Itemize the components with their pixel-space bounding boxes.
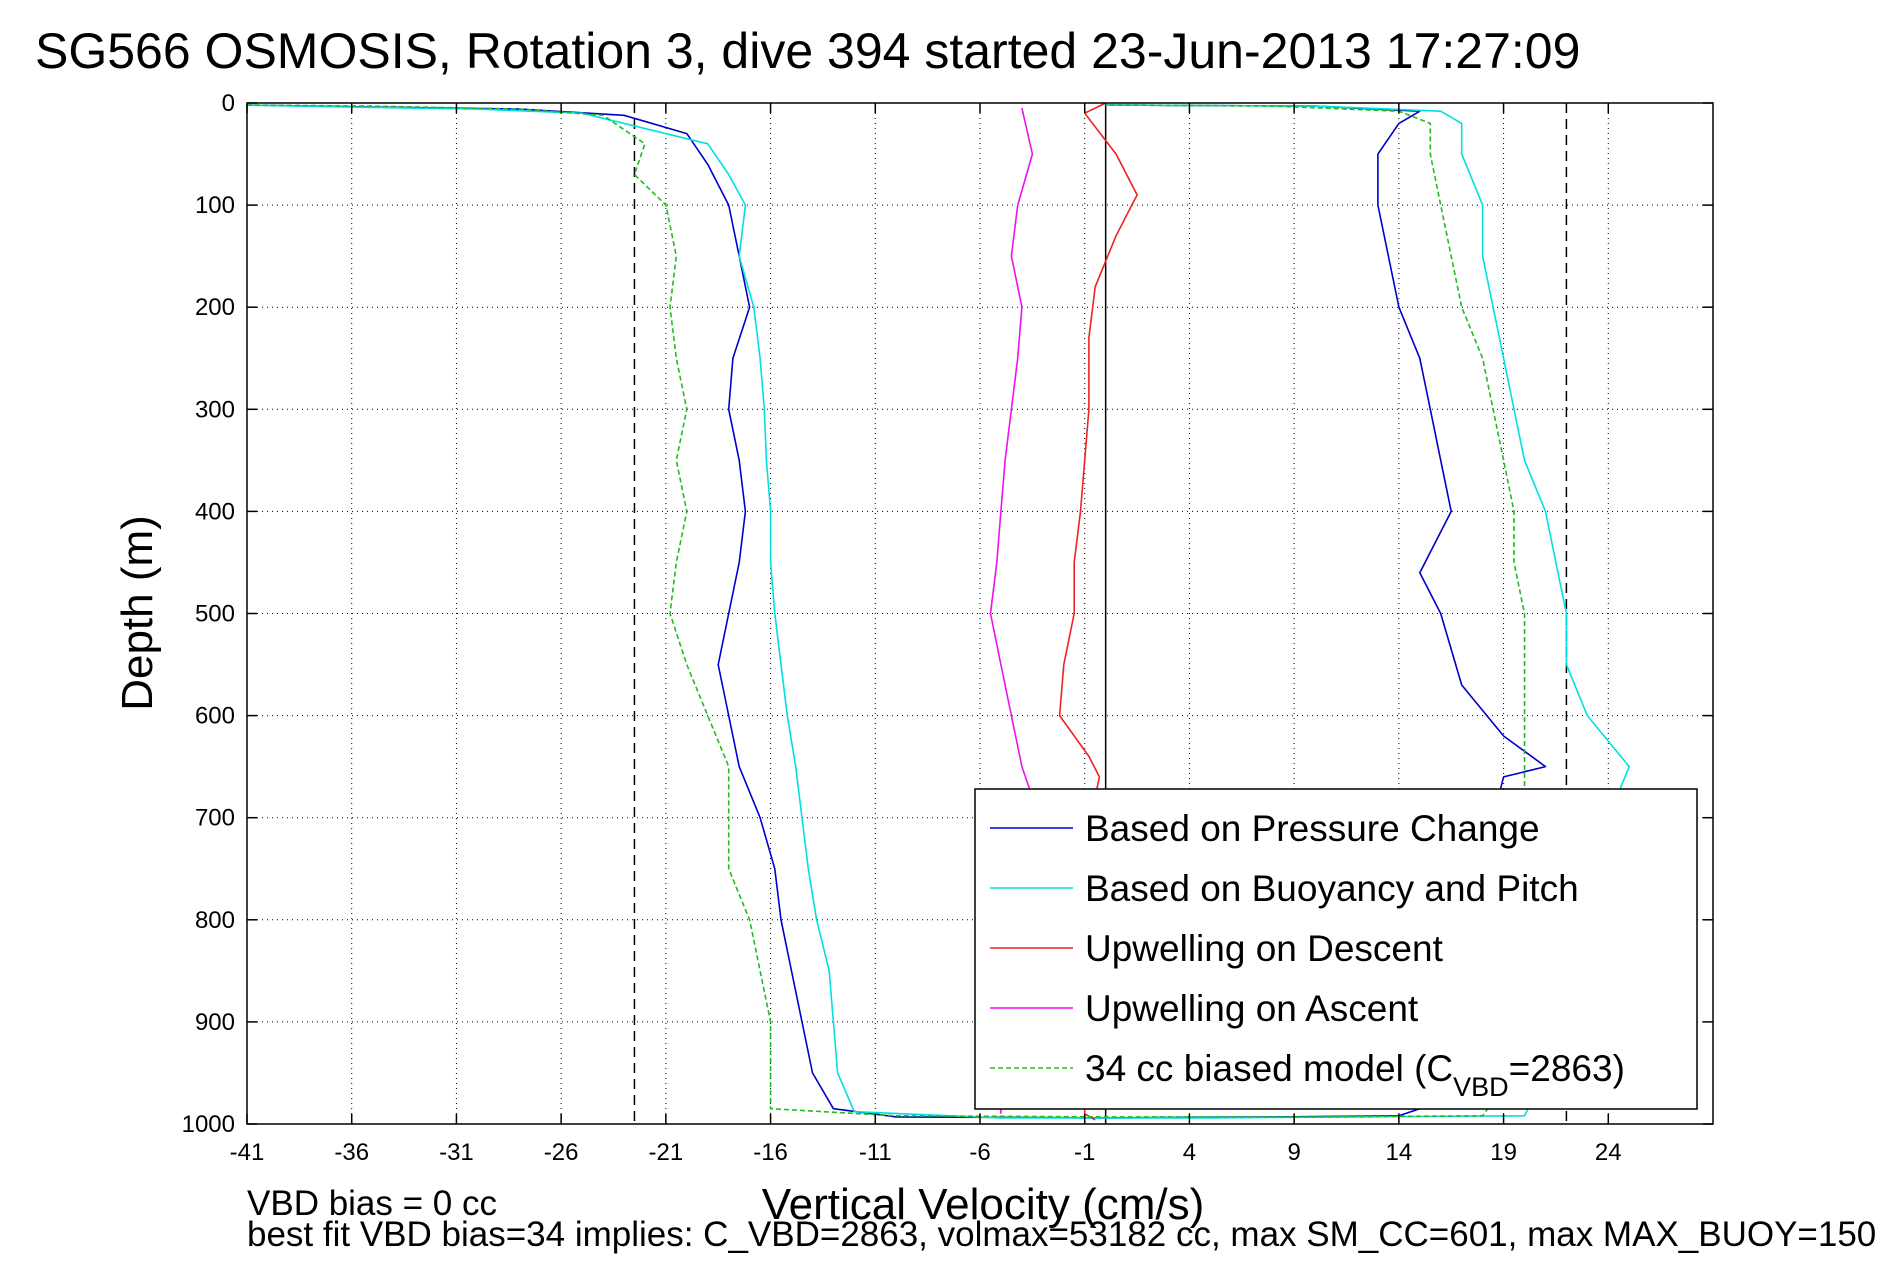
x-tick-label: -11 <box>859 1139 892 1166</box>
x-axis-label: Vertical Velocity (cm/s) <box>762 1180 1205 1229</box>
chart-title: SG566 OSMOSIS, Rotation 3, dive 394 star… <box>35 23 1580 79</box>
y-tick-label: 500 <box>195 601 235 628</box>
legend-label: Based on Pressure Change <box>1085 808 1540 849</box>
x-tick-label: -26 <box>544 1139 579 1166</box>
y-tick-label: 1000 <box>182 1111 235 1138</box>
x-tick-label: -41 <box>230 1139 265 1166</box>
footer-line-2: best fit VBD bias=34 implies: C_VBD=2863… <box>247 1215 1876 1254</box>
x-tick-label: 4 <box>1183 1139 1196 1166</box>
series-line-2 <box>247 104 1630 1119</box>
x-tick-label: -1 <box>1074 1139 1095 1166</box>
legend-label: Based on Buoyancy and Pitch <box>1085 868 1579 909</box>
y-tick-label: 0 <box>222 90 235 117</box>
x-tick-label: 14 <box>1386 1139 1413 1166</box>
y-tick-label: 300 <box>195 396 235 423</box>
y-axis-label: Depth (m) <box>113 515 162 711</box>
x-tick-label: -6 <box>969 1139 990 1166</box>
series-line-1 <box>247 104 1547 1119</box>
x-tick-label: 9 <box>1287 1139 1300 1166</box>
y-tick-label: 700 <box>195 805 235 832</box>
series-line-4 <box>989 107 1034 1114</box>
x-tick-label: -21 <box>649 1139 684 1166</box>
y-tick-label: 800 <box>195 907 235 934</box>
x-tick-label: -16 <box>753 1139 788 1166</box>
series-line-3 <box>1058 103 1138 1121</box>
y-tick-label: 200 <box>195 294 235 321</box>
footer-line-1: VBD bias = 0 cc <box>247 1184 497 1223</box>
legend-label: Upwelling on Ascent <box>1085 988 1419 1029</box>
legend-label: Upwelling on Descent <box>1085 928 1444 969</box>
x-tick-label: 19 <box>1490 1139 1517 1166</box>
y-tick-label: 100 <box>195 192 235 219</box>
legend: Based on Pressure Change Based on Buoyanc… <box>974 788 1698 1110</box>
axis-ticks: -41 -36 -31 -26 -21 -16 -11 -6 -1 4 9 14 19 24 0 100 200… <box>182 90 1713 1166</box>
series-line-5 <box>247 104 1526 1118</box>
series-group <box>247 103 1630 1121</box>
y-tick-label: 600 <box>195 703 235 730</box>
x-tick-label: -36 <box>334 1139 369 1166</box>
legend-box <box>974 788 1698 1110</box>
x-tick-label: -31 <box>439 1139 474 1166</box>
y-tick-label: 400 <box>195 498 235 525</box>
y-tick-label: 900 <box>195 1009 235 1036</box>
x-tick-label: 24 <box>1595 1139 1622 1166</box>
